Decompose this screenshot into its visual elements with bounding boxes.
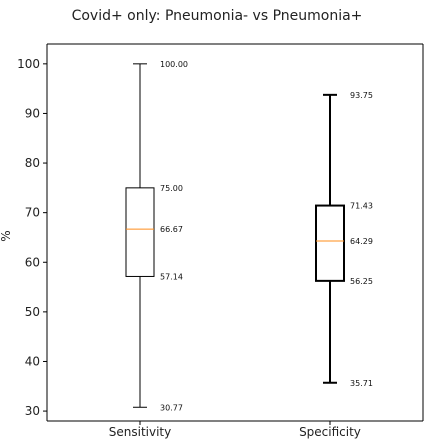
annotation-q1: 57.14: [160, 272, 183, 281]
y-tick-label: 100: [17, 57, 40, 71]
annotation-q1: 56.25: [350, 277, 373, 286]
y-tick-label: 30: [25, 404, 40, 418]
annotation-whisker-low: 35.71: [350, 379, 373, 388]
annotation-median: 64.29: [350, 237, 373, 246]
y-axis-label: %: [0, 230, 13, 241]
annotation-median: 66.67: [160, 225, 183, 234]
y-tick-label: 70: [25, 206, 40, 220]
chart-title: Covid+ only: Pneumonia- vs Pneumonia+: [72, 8, 363, 24]
x-tick-label: Specificity: [299, 425, 361, 439]
y-tick-label: 60: [25, 255, 40, 269]
y-tick-label: 50: [25, 305, 40, 319]
annotation-whisker-high: 100.00: [160, 60, 188, 69]
plot-area: 30 40 50 60 70 80 90 100 Sensitivity Specificity 1…: [17, 43, 424, 439]
y-tick-label: 90: [25, 106, 40, 120]
annotation-whisker-high: 93.75: [350, 91, 373, 100]
iqr-box: [125, 187, 155, 277]
y-tick-label: 80: [25, 156, 40, 170]
annotation-q3: 75.00: [160, 184, 183, 193]
x-tick-label: Sensitivity: [109, 425, 171, 439]
y-tick-label: 40: [25, 354, 40, 368]
annotation-whisker-low: 30.77: [160, 403, 183, 412]
iqr-box: [315, 204, 345, 282]
annotation-q3: 71.43: [350, 202, 373, 211]
